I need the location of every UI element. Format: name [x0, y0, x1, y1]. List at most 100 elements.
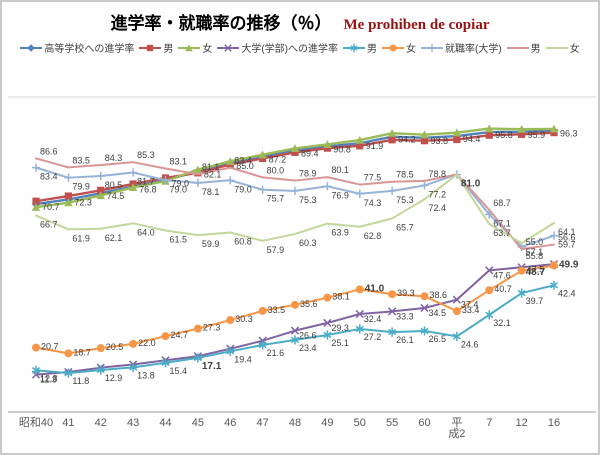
data-label: 47.5: [527, 265, 545, 275]
data-label: 39.7: [526, 296, 544, 306]
data-label: 15.4: [170, 366, 188, 376]
square-marker: [453, 135, 461, 144]
legend-label: 男: [367, 44, 377, 55]
triangle-marker: [64, 198, 73, 207]
data-label: 24.7: [171, 330, 189, 340]
square-marker: [64, 192, 72, 200]
data-label: 25.1: [331, 338, 349, 348]
asterisk-marker: [290, 335, 300, 345]
plus-marker: [549, 231, 559, 240]
data-label: 32.1: [493, 318, 511, 328]
plus-marker: [420, 181, 429, 190]
data-label: 21.6: [267, 348, 285, 358]
square-marker: [323, 144, 331, 152]
data-label: 12.9: [105, 373, 123, 383]
data-label: 27.2: [364, 332, 382, 342]
square-marker: [97, 186, 105, 194]
data-label: 11.8: [72, 376, 89, 386]
data-label: 24.6: [461, 339, 479, 349]
legend-item-0: 高等学校への進学率: [20, 40, 134, 55]
data-label: 68.7: [493, 198, 511, 208]
square-marker: [550, 129, 558, 137]
data-label: 74.5: [107, 191, 125, 201]
data-label: 94.4: [463, 134, 481, 144]
data-label: 18.7: [73, 347, 91, 357]
circle-marker: [323, 293, 332, 302]
legend-swatch: [382, 44, 404, 51]
data-label: 19.4: [234, 354, 252, 364]
data-label: 40.7: [494, 284, 512, 294]
data-label: 75.7: [267, 194, 285, 204]
asterisk-marker: [64, 368, 73, 378]
data-label: 76.9: [331, 190, 349, 200]
data-label: 83.1: [170, 157, 188, 167]
data-label: 20.7: [41, 342, 59, 352]
legend-label: 大学(学部)への進学率: [241, 44, 338, 55]
data-label: 80.1: [331, 165, 349, 175]
data-label: 23.4: [299, 343, 317, 353]
asterisk-marker: [549, 280, 559, 290]
x-marker: [485, 266, 494, 275]
data-label: 60.8: [234, 237, 252, 247]
data-label: 42.4: [558, 288, 576, 298]
circle-marker: [388, 290, 397, 299]
data-label: 26.1: [396, 335, 414, 345]
data-label: 87.2: [269, 155, 287, 165]
legend-swatch: [139, 44, 162, 51]
data-label: 56.6: [558, 233, 576, 243]
data-label: 94.2: [398, 135, 416, 145]
x-marker: [387, 307, 397, 316]
data-label: 72.3: [74, 197, 92, 207]
x-axis-label: 55: [386, 417, 398, 429]
legend-swatch: [506, 46, 529, 49]
x-axis-label: 昭和40: [19, 416, 53, 429]
square-marker: [388, 136, 396, 144]
legend-swatch: [545, 46, 568, 49]
triangle-marker: [193, 165, 203, 174]
data-label: 95.9: [528, 130, 546, 140]
data-label: 61.5: [170, 234, 188, 244]
data-label: 57.9: [267, 245, 285, 255]
x-axis-label: 49: [321, 417, 333, 429]
data-label: 66.7: [40, 220, 58, 230]
data-label: 83.4: [234, 156, 252, 166]
data-label: 17.1: [202, 361, 222, 372]
circle-marker: [258, 306, 267, 315]
legend-item-2: 女: [178, 40, 212, 55]
series-line-7: [35, 157, 555, 251]
data-label: 64.1: [558, 227, 576, 237]
circle-marker: [226, 316, 235, 325]
circle-marker: [193, 324, 202, 333]
plus-marker: [193, 178, 202, 187]
data-label: 62.8: [364, 231, 382, 241]
square-marker: [32, 197, 40, 205]
data-label: 61.9: [72, 233, 90, 243]
x-axis-label: 43: [127, 417, 139, 429]
square-marker: [356, 142, 364, 150]
asterisk-marker: [226, 346, 235, 356]
x-axis-label: 46: [224, 417, 236, 429]
data-label: 59.7: [558, 240, 576, 250]
plus-marker: [161, 176, 170, 185]
asterisk-marker: [96, 365, 105, 375]
circle-marker: [420, 292, 429, 301]
legend-swatch: [178, 43, 201, 51]
data-label: 81.7: [137, 177, 155, 187]
data-label: 62.1: [105, 233, 123, 243]
circle-marker: [355, 285, 364, 294]
triangle-marker: [31, 203, 41, 211]
data-label: 76.8: [139, 185, 157, 195]
data-label: 29.3: [331, 323, 349, 333]
legend-swatch: [217, 43, 240, 52]
data-label: 84.3: [105, 153, 123, 163]
x-axis-label: 7: [486, 417, 492, 429]
legend-item-1: 男: [139, 40, 173, 55]
data-label: 72.4: [429, 203, 447, 213]
data-label: 32.4: [364, 314, 382, 324]
data-label: 57.1: [526, 247, 544, 257]
data-label: 67.1: [493, 218, 511, 228]
triangle-marker: [355, 135, 364, 144]
asterisk-marker: [485, 310, 494, 320]
x-axis-label: 50: [354, 417, 366, 429]
